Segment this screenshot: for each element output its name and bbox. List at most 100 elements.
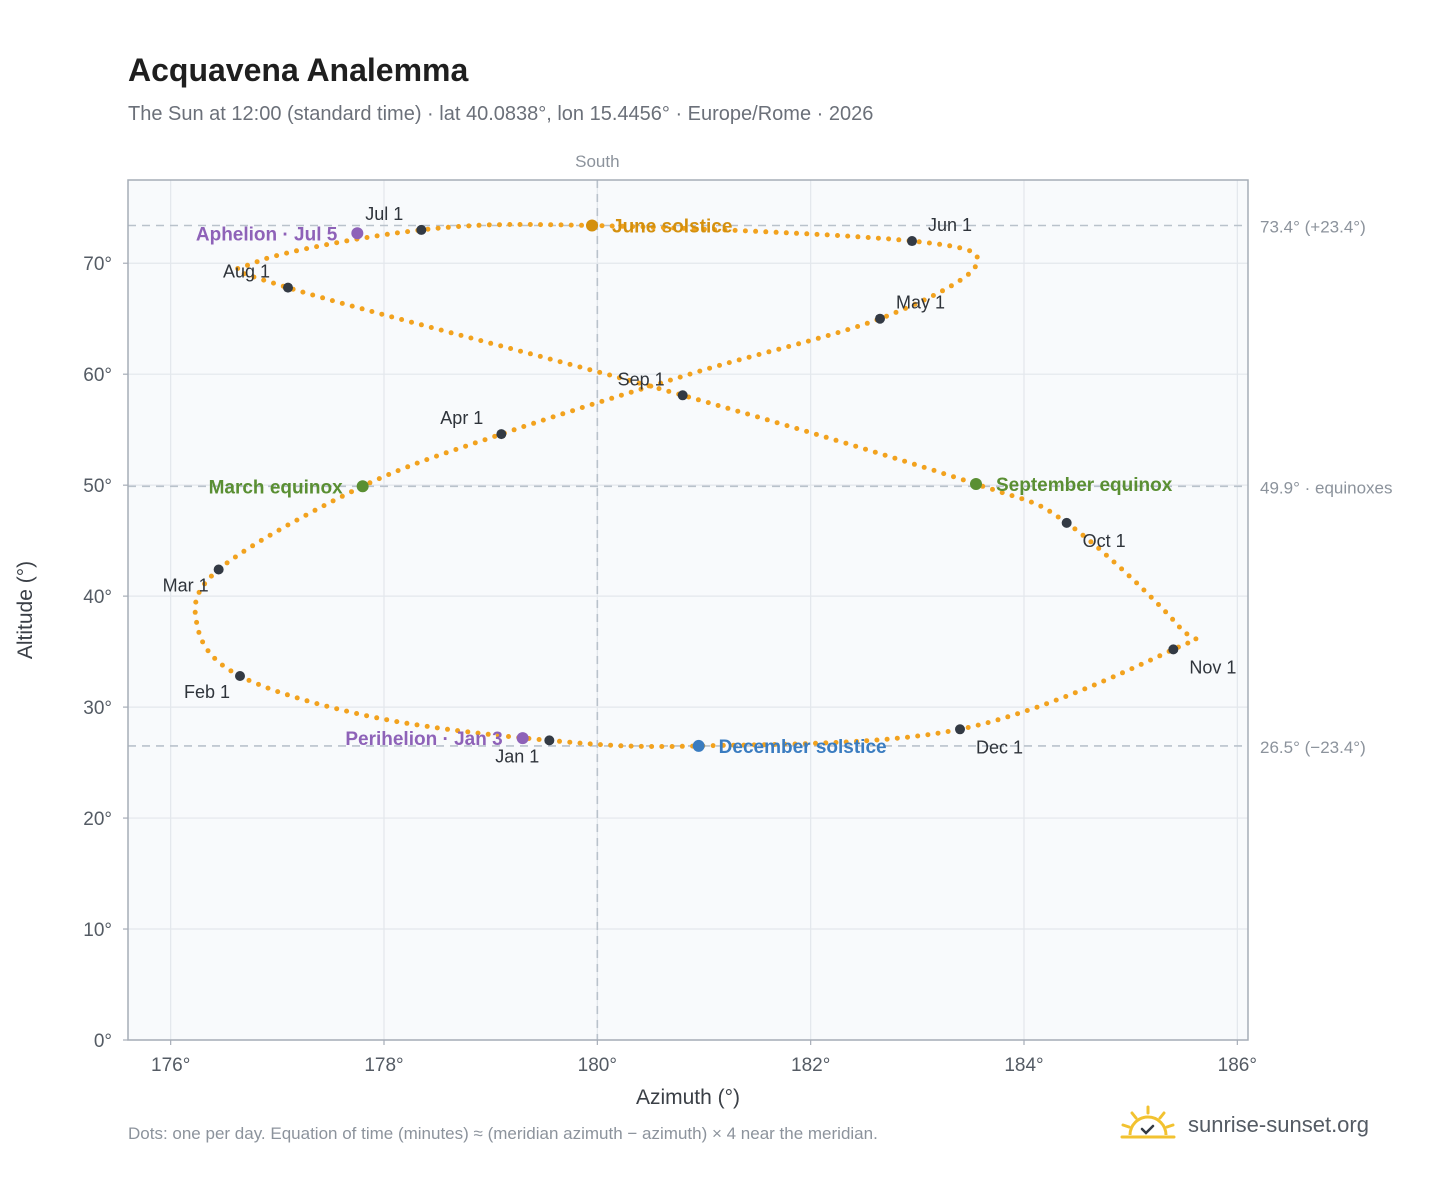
daily-dot (193, 599, 199, 605)
daily-dot (916, 239, 922, 245)
daily-dot (567, 739, 573, 745)
daily-dot (813, 431, 819, 437)
daily-dot (705, 400, 711, 406)
daily-dot (782, 741, 788, 747)
daily-dot (303, 512, 309, 518)
month-marker-label: Sep 1 (618, 369, 665, 389)
daily-dot (284, 692, 290, 698)
daily-dot (656, 386, 662, 392)
daily-dot (1148, 657, 1153, 663)
daily-dot (389, 314, 395, 320)
daily-dot (745, 411, 751, 417)
daily-dot (219, 662, 225, 668)
y-tick-label: 50° (83, 476, 112, 497)
daily-dot (597, 369, 603, 375)
daily-dot (518, 348, 523, 354)
daily-dot (618, 743, 624, 749)
x-tick-label: 178° (364, 1055, 403, 1076)
month-marker-label: Feb 1 (184, 682, 230, 702)
daily-dot (536, 737, 542, 742)
month-marker (213, 564, 224, 575)
daily-dot (300, 289, 306, 295)
daily-dot (697, 368, 703, 374)
daily-dot (872, 449, 878, 455)
daily-dot (424, 723, 430, 729)
daily-dot (650, 224, 656, 230)
daily-dot (638, 386, 644, 392)
daily-dot (254, 259, 260, 265)
daily-dot (1138, 661, 1144, 667)
daily-dot (265, 685, 271, 691)
x-tick-label: 184° (1004, 1055, 1043, 1076)
daily-dot (458, 332, 464, 338)
daily-dot (271, 280, 276, 286)
daily-dot (256, 681, 261, 687)
daily-dot (940, 288, 945, 294)
daily-dot (418, 322, 424, 328)
daily-dot (957, 245, 963, 251)
daily-dot (925, 732, 931, 738)
month-marker (677, 390, 688, 401)
event-marker (351, 227, 364, 240)
x-tick-label: 176° (151, 1055, 190, 1076)
daily-dot (409, 319, 414, 325)
daily-dot (1063, 694, 1069, 699)
daily-dot (666, 388, 672, 394)
daily-dot (498, 343, 504, 349)
daily-dot (1082, 686, 1088, 692)
daily-dot (855, 324, 861, 329)
daily-dot (1170, 616, 1176, 622)
daily-dot (557, 359, 563, 365)
daily-dot (1080, 532, 1086, 538)
daily-dot (796, 341, 802, 347)
daily-dot (753, 228, 759, 234)
daily-dot (251, 274, 257, 280)
daily-dot (570, 408, 576, 414)
daily-dot (506, 734, 511, 739)
daily-dot (547, 356, 553, 362)
daily-dot (577, 740, 583, 746)
daily-dot (792, 741, 798, 747)
daily-dot (399, 317, 405, 322)
daily-dot (1091, 682, 1097, 688)
daily-dot (626, 377, 632, 383)
daily-dot (965, 271, 971, 277)
month-marker (544, 735, 555, 746)
daily-dot (434, 725, 440, 731)
daily-dot (414, 460, 420, 466)
daily-dot (527, 222, 533, 227)
daily-dot (677, 374, 683, 380)
brand[interactable]: sunrise-sunset.org (1120, 1104, 1369, 1146)
daily-dot (275, 689, 281, 695)
daily-dot (1120, 670, 1125, 676)
month-marker-label: Jun 1 (928, 215, 972, 235)
daily-dot (695, 397, 701, 403)
daily-dot (492, 433, 498, 439)
x-tick-label: 186° (1218, 1055, 1257, 1076)
daily-dot (972, 264, 978, 270)
daily-dot (618, 392, 624, 398)
daily-dot (235, 266, 241, 271)
brand-link[interactable]: sunrise-sunset.org (1188, 1112, 1369, 1137)
daily-dot (659, 744, 665, 749)
event-label: March equinox (209, 477, 344, 498)
daily-dot (763, 229, 769, 235)
daily-dot (628, 743, 634, 749)
event-marker (356, 480, 369, 493)
month-marker-label: Jul 1 (365, 204, 403, 224)
daily-dot (208, 573, 214, 579)
daily-dot (845, 233, 851, 239)
daily-dot (264, 255, 270, 261)
daily-dot (196, 629, 202, 635)
daily-dot (1193, 636, 1199, 642)
daily-dot (1141, 587, 1147, 593)
daily-dot (915, 733, 921, 739)
daily-dot (1015, 711, 1021, 717)
daily-dot (823, 740, 829, 746)
event-label: September equinox (996, 475, 1173, 496)
daily-dot (314, 701, 320, 707)
x-tick-label: 180° (578, 1055, 617, 1076)
daily-dot (384, 231, 390, 237)
daily-dot (945, 729, 951, 734)
daily-dot (712, 227, 718, 233)
